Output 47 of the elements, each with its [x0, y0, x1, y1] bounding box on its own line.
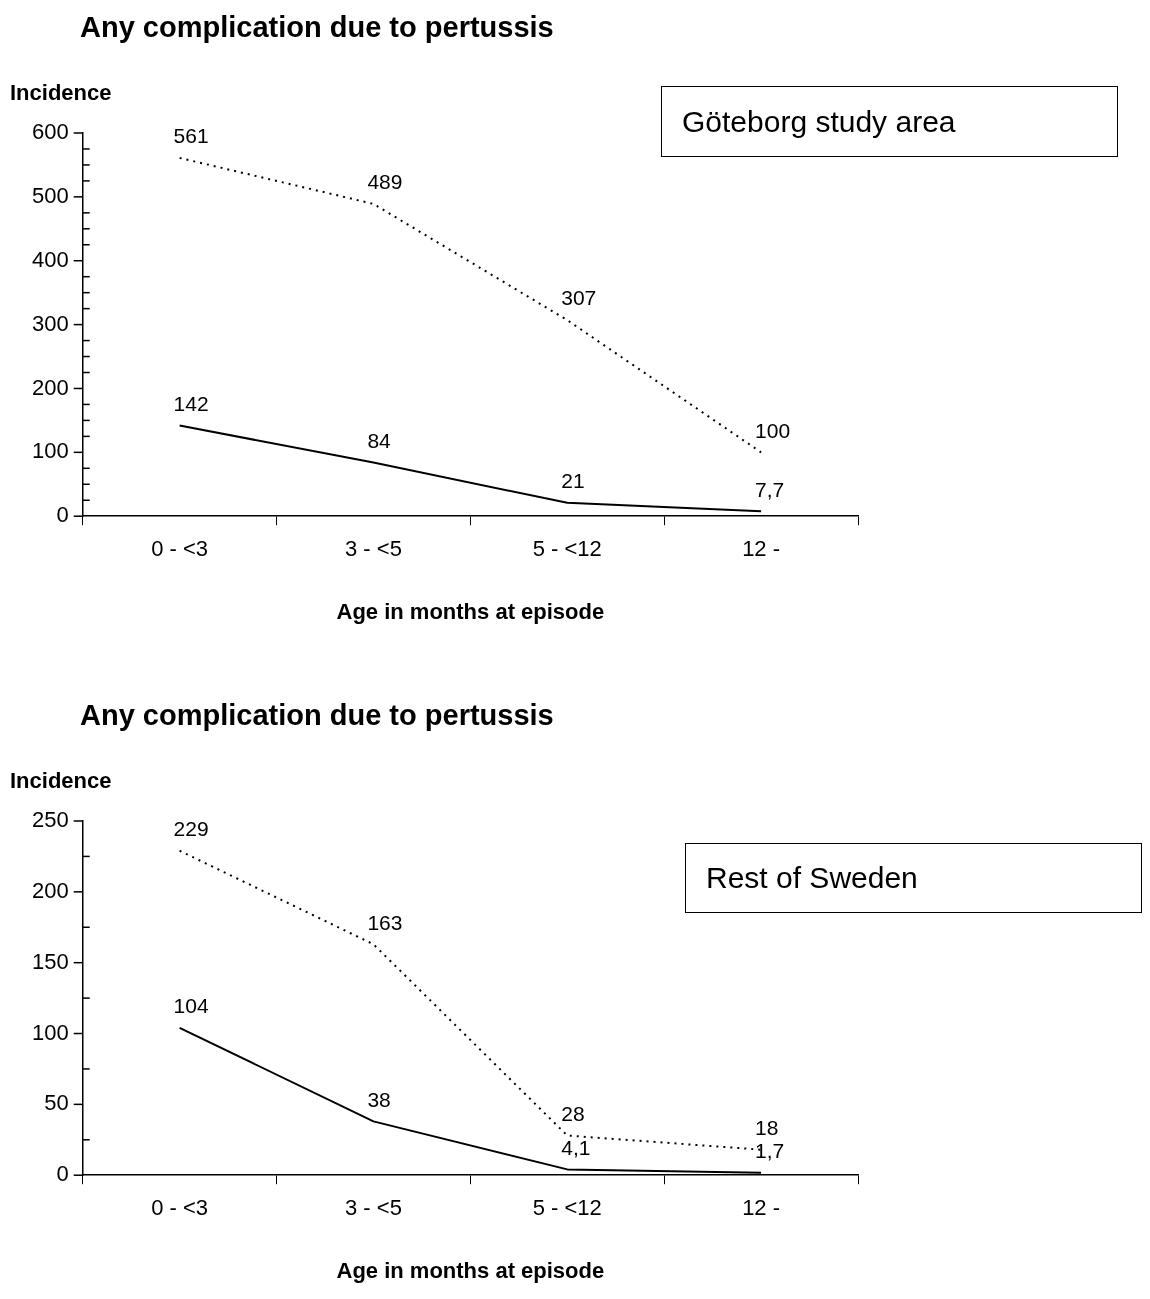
y-tick-label: 200	[31, 374, 69, 400]
annotation: Göteborg study area	[682, 104, 956, 139]
y-tick-label: 500	[31, 182, 69, 208]
data-label: 84	[367, 428, 392, 452]
y-tick-label: 0	[56, 1161, 69, 1187]
data-label: 18	[755, 1115, 779, 1139]
y-tick-label: 600	[31, 119, 69, 145]
data-label: 229	[173, 817, 209, 841]
x-tick-label: 5 - <12	[532, 1195, 602, 1221]
data-label: 489	[367, 170, 403, 194]
y-tick-label: 300	[31, 310, 69, 336]
x-tick-label: 0 - <3	[151, 536, 209, 562]
data-label: 100	[755, 418, 791, 442]
data-label: 163	[367, 910, 403, 934]
data-label: 307	[561, 286, 597, 310]
data-label: 38	[367, 1087, 391, 1111]
x-tick-label: 3 - <5	[345, 536, 402, 562]
y-tick-label: 150	[31, 948, 69, 974]
data-label: 142	[173, 391, 209, 415]
text-box: Göteborg study area	[661, 86, 1118, 157]
y-tick-label: 100	[31, 438, 69, 464]
x-tick-label: 0 - <3	[151, 1195, 209, 1221]
data-label: 21	[561, 469, 585, 493]
x-tick-label: 5 - <12	[532, 536, 602, 562]
data-label: 7,7	[755, 477, 785, 501]
data-label: 28	[561, 1101, 585, 1125]
x-axis-title: Age in months at episode	[336, 1257, 605, 1283]
x-tick-label: 12 -	[742, 1195, 781, 1221]
chart-title: Any complication due to pertussis	[80, 10, 554, 43]
y-tick-label: 50	[44, 1090, 69, 1116]
text-box: Rest of Sweden	[685, 843, 1142, 913]
y-tick-label: 100	[31, 1019, 69, 1045]
annotation: Rest of Sweden	[706, 861, 918, 895]
y-tick-label: 250	[31, 807, 69, 833]
y-tick-label: 400	[31, 246, 69, 272]
x-axis-title: Age in months at episode	[336, 598, 605, 624]
y-axis-title: Incidence	[10, 768, 112, 794]
chart-title: Any complication due to pertussis	[80, 698, 554, 731]
x-tick-label: 12 -	[742, 536, 781, 562]
data-label: 4,1	[561, 1135, 591, 1159]
y-tick-label: 200	[31, 877, 69, 903]
data-label: 1,7	[755, 1139, 785, 1163]
data-label: 561	[173, 124, 209, 148]
y-tick-label: 0	[56, 502, 69, 528]
y-axis-title: Incidence	[10, 80, 112, 106]
x-tick-label: 3 - <5	[345, 1195, 402, 1221]
data-label: 104	[173, 994, 209, 1018]
